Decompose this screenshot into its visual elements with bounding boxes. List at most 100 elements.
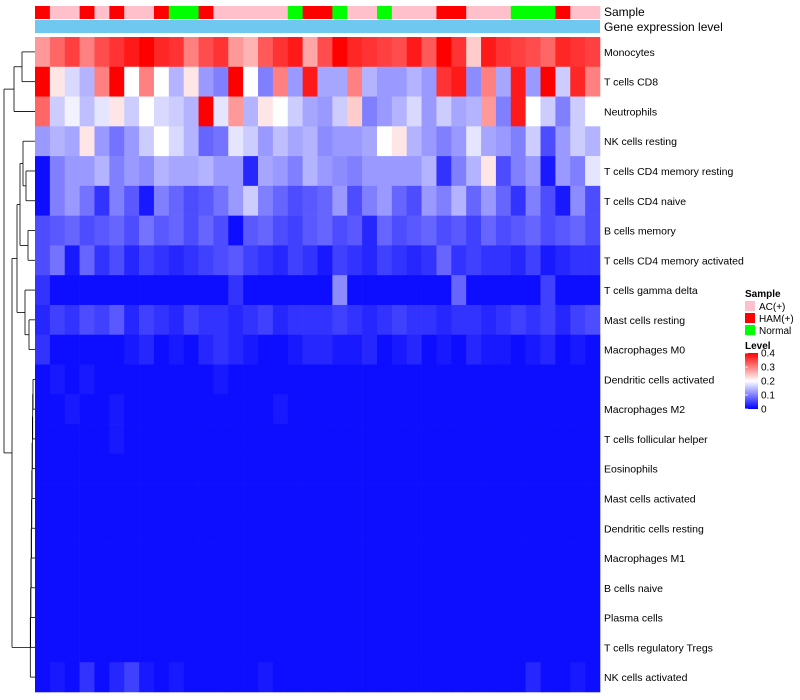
- heatmap-cell: [35, 513, 51, 544]
- heatmap-cell: [466, 334, 482, 365]
- heatmap-cell: [525, 662, 541, 693]
- heatmap-cell: [466, 513, 482, 544]
- heatmap-cell: [495, 245, 512, 276]
- heatmap-cell: [510, 334, 526, 365]
- heatmap-cell: [451, 66, 467, 97]
- heatmap-cell: [436, 156, 452, 187]
- heatmap-cell: [376, 543, 393, 574]
- heatmap-cell: [555, 156, 571, 187]
- heatmap-cell: [183, 364, 199, 395]
- heatmap-cell: [153, 632, 170, 663]
- heatmap-cell: [570, 513, 586, 544]
- heatmap-cell: [376, 37, 393, 68]
- heatmap-cell: [139, 126, 155, 157]
- sample-legend-swatch: [745, 301, 755, 311]
- heatmap-cell: [555, 453, 571, 484]
- heatmap-cell: [198, 126, 214, 157]
- heatmap-cell: [481, 453, 497, 484]
- heatmap-cell: [525, 215, 541, 246]
- heatmap-cell: [243, 602, 259, 633]
- heatmap-cell: [436, 543, 452, 574]
- heatmap-cell: [525, 156, 541, 187]
- heatmap-cell: [421, 543, 437, 574]
- heatmap-cell: [213, 364, 229, 395]
- heatmap-cell: [540, 543, 556, 574]
- heatmap-cell: [555, 394, 571, 425]
- heatmap-cell: [347, 245, 363, 276]
- sample-annotation-cell: [317, 6, 333, 19]
- heatmap-cell: [183, 662, 199, 693]
- heatmap-cell: [495, 66, 512, 97]
- heatmap-cell: [451, 662, 467, 693]
- heatmap-cell: [243, 126, 259, 157]
- row-label: Monocytes: [604, 47, 655, 59]
- heatmap-cell: [153, 364, 170, 395]
- heatmap-cell: [466, 453, 482, 484]
- heatmap-cell: [109, 66, 125, 97]
- heatmap-cell: [510, 543, 526, 574]
- heatmap-cell: [555, 364, 571, 395]
- heatmap-cell: [421, 245, 437, 276]
- heatmap-cell: [168, 602, 184, 633]
- heatmap-cell: [258, 334, 274, 365]
- heatmap-cell: [495, 96, 512, 127]
- heatmap-cell: [332, 185, 348, 216]
- heatmap-cell: [495, 37, 512, 68]
- heatmap-cell: [213, 602, 229, 633]
- heatmap-cell: [317, 662, 333, 693]
- heatmap-cell: [570, 572, 586, 603]
- heatmap-cell: [183, 334, 199, 365]
- heatmap-cell: [585, 632, 601, 663]
- heatmap-cell: [525, 543, 541, 574]
- heatmap-cell: [466, 304, 482, 336]
- heatmap-cell: [124, 37, 140, 68]
- heatmap-cell: [243, 572, 259, 603]
- heatmap-cell: [198, 662, 214, 693]
- heatmap-cell: [540, 364, 556, 395]
- heatmap-cell: [362, 543, 378, 574]
- heatmap-cell: [585, 185, 601, 216]
- heatmap-cell: [555, 483, 571, 514]
- heatmap-cell: [421, 483, 437, 514]
- heatmap-cell: [525, 632, 541, 663]
- heatmap-cell: [510, 572, 526, 603]
- heatmap-cell: [228, 215, 244, 246]
- heatmap-cell: [35, 66, 51, 97]
- heatmap-cell: [347, 66, 363, 97]
- heatmap-cell: [49, 543, 66, 574]
- heatmap-cell: [213, 662, 229, 693]
- heatmap-cell: [481, 126, 497, 157]
- heatmap-cell: [124, 513, 140, 544]
- heatmap-cell: [183, 245, 199, 276]
- heatmap-cell: [540, 245, 556, 276]
- heatmap-cell: [466, 424, 482, 455]
- heatmap-cell: [332, 602, 348, 633]
- row-label: NK cells resting: [604, 136, 677, 148]
- heatmap-cell: [391, 453, 408, 484]
- heatmap-cell: [35, 96, 51, 127]
- heatmap-cell: [525, 602, 541, 633]
- heatmap-cell: [570, 483, 586, 514]
- heatmap-cell: [139, 424, 155, 455]
- heatmap-cell: [258, 424, 274, 455]
- heatmap-cell: [153, 126, 170, 157]
- heatmap-cell: [79, 632, 95, 663]
- heatmap-cell: [35, 215, 51, 246]
- heatmap-cell: [183, 483, 199, 514]
- heatmap-cell: [317, 37, 333, 68]
- heatmap-cell: [376, 96, 393, 127]
- heatmap-cell: [94, 662, 110, 693]
- heatmap-cells: [35, 37, 601, 693]
- heatmap-cell: [302, 513, 318, 544]
- heatmap-cell: [317, 453, 333, 484]
- heatmap-cell: [183, 513, 199, 544]
- heatmap-cell: [153, 513, 170, 544]
- heatmap-cell: [139, 156, 155, 187]
- heatmap-cell: [287, 513, 303, 544]
- heatmap-cell: [317, 424, 333, 455]
- heatmap-cell: [213, 37, 229, 68]
- heatmap-cell: [421, 513, 437, 544]
- heatmap-cell: [481, 483, 497, 514]
- heatmap-cell: [139, 632, 155, 663]
- heatmap-cell: [272, 245, 289, 276]
